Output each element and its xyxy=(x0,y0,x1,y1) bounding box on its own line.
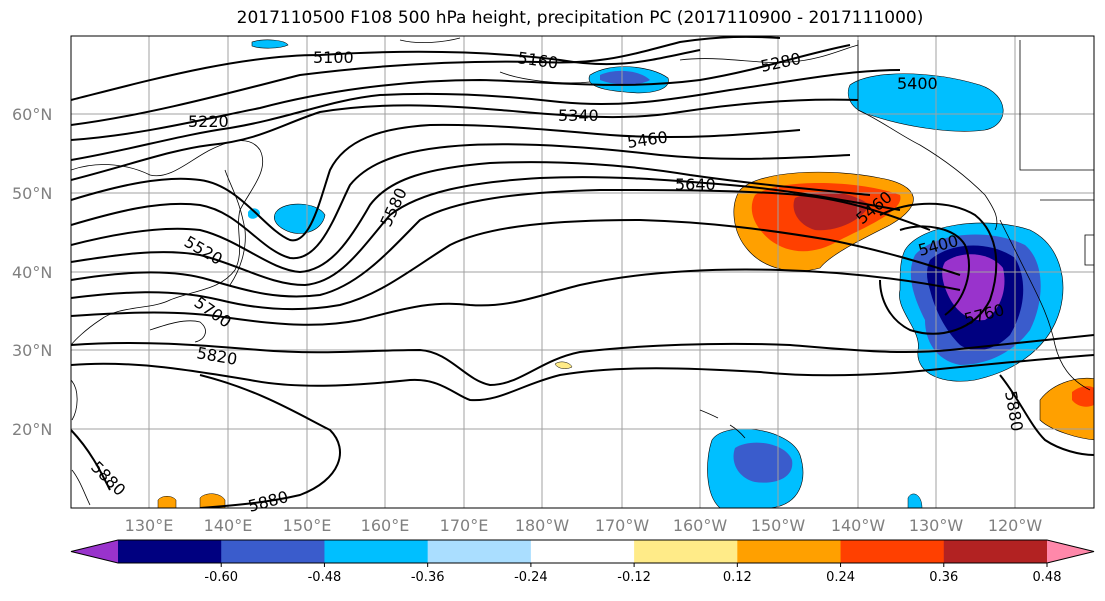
lon-label: 160°W xyxy=(673,516,728,535)
lat-labels: 60°N 50°N 40°N 30°N 20°N xyxy=(12,105,52,439)
colorbar-extend-high xyxy=(1047,540,1094,563)
coastlines xyxy=(71,37,1094,506)
lat-label-60n: 60°N xyxy=(12,105,52,124)
colorbar-tick-label: 0.36 xyxy=(929,570,958,585)
height-contours xyxy=(71,36,1094,508)
lon-label: 170°E xyxy=(440,516,489,535)
colorbar-tick-label: -0.60 xyxy=(204,570,238,585)
colorbar-swatch xyxy=(221,540,325,563)
plot-frame xyxy=(70,35,1095,509)
map-title: 2017110500 F108 500 hPa height, precipit… xyxy=(236,8,924,28)
lon-label: 170°W xyxy=(595,516,650,535)
contour-label: 5340 xyxy=(558,106,599,125)
colorbar-swatch xyxy=(634,540,738,563)
colorbar-swatch xyxy=(840,540,945,563)
colorbar-swatch xyxy=(118,540,222,563)
colorbar-swatch xyxy=(530,540,635,563)
graticule xyxy=(71,36,1094,508)
contour-label: 5100 xyxy=(313,48,354,67)
colorbar-swatch xyxy=(427,540,532,563)
colorbar-swatch xyxy=(737,540,842,563)
lon-label: 180°W xyxy=(515,516,570,535)
contour-label: 5400 xyxy=(897,74,938,93)
contour-label: 5220 xyxy=(188,112,229,131)
colorbar-tick-label: -0.36 xyxy=(411,570,445,585)
lon-label: 140°W xyxy=(831,516,886,535)
colorbar-tick-label: 0.12 xyxy=(723,570,752,585)
lat-label-40n: 40°N xyxy=(12,263,52,282)
colorbar: -0.60 -0.48 -0.36 -0.24 -0.12 0.12 0.24 0.36 0.4… xyxy=(70,539,1095,585)
lon-label: 150°W xyxy=(751,516,806,535)
lon-label: 130°E xyxy=(125,516,174,535)
lon-label: 160°E xyxy=(361,516,410,535)
colorbar-swatch xyxy=(943,540,1048,563)
lat-label-30n: 30°N xyxy=(12,341,52,360)
colorbar-outline xyxy=(70,539,1095,564)
lon-label: 120°W xyxy=(988,516,1043,535)
colorbar-tick-label: -0.24 xyxy=(514,570,548,585)
lon-label: 130°W xyxy=(909,516,964,535)
colorbar-tick-label: 0.48 xyxy=(1033,570,1062,585)
lat-label-50n: 50°N xyxy=(12,184,52,203)
contour-label: 5640 xyxy=(675,175,716,194)
colorbar-tick-label: -0.12 xyxy=(617,570,651,585)
colorbar-tick-label: 0.24 xyxy=(826,570,855,585)
lon-labels: 130°E 140°E 150°E 160°E 170°E 180°W 170°… xyxy=(125,516,1043,535)
lat-label-20n: 20°N xyxy=(12,420,52,439)
colorbar-tick-label: -0.48 xyxy=(308,570,342,585)
lon-label: 150°E xyxy=(283,516,332,535)
colorbar-swatch xyxy=(324,540,429,563)
colorbar-extend-low xyxy=(71,540,118,563)
lon-label: 140°E xyxy=(204,516,253,535)
